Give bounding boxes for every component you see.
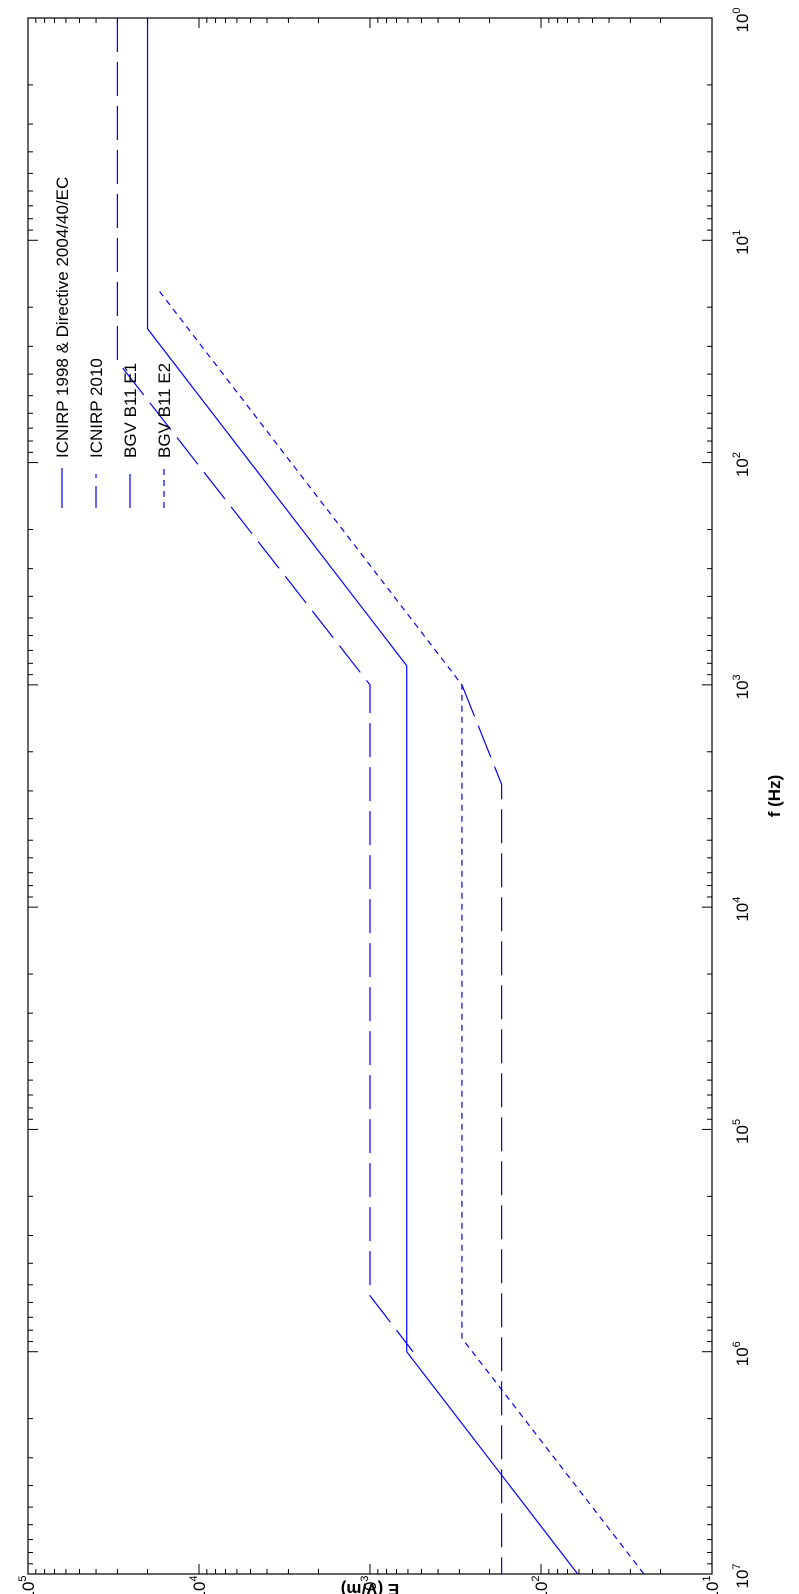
y-tick-label: 102: [530, 1575, 551, 1594]
x-tick-label: 107: [731, 1563, 752, 1588]
x-tick-label: 101: [731, 230, 752, 255]
series-line-1: [146, 18, 579, 1575]
legend-label-icnirp-1998: ICNIRP 1998 & Directive 2004/40/EC: [53, 177, 72, 458]
y-tick-label: 103: [359, 1575, 380, 1594]
legend-item-bgv-b11-e2: BGV B11 E2: [155, 363, 174, 508]
legend-label-bgv-b11-e2: BGV B11 E2: [155, 363, 174, 458]
y-tick-label: 101: [701, 1575, 722, 1594]
x-tick-label: 105: [731, 1119, 752, 1144]
x-tick-label: 104: [731, 897, 752, 922]
series-line-3: [116, 18, 414, 1353]
legend-item-icnirp-1998: ICNIRP 1998 & Directive 2004/40/EC: [53, 177, 72, 508]
legend-item-icnirp-2010: ICNIRP 2010: [87, 358, 106, 508]
x-axis-label: f (Hz): [765, 775, 784, 817]
x-tick-label: 106: [731, 1341, 752, 1366]
y-tick-label: 104: [188, 1575, 209, 1594]
legend-label-bgv-b11-e1: BGV B11 E1: [121, 363, 140, 458]
legend-label-icnirp-2010: ICNIRP 2010: [87, 358, 106, 458]
x-tick-label: 102: [731, 452, 752, 477]
series-line-4: [159, 291, 645, 1575]
tick-labels-layer: 100 101 102 103 104 105 106 107 101 102 103 104 105: [17, 7, 752, 1594]
legend-item-bgv-b11-e1: BGV B11 E1: [121, 363, 140, 508]
x-tick-label: 103: [731, 674, 752, 699]
legend: ICNIRP 1998 & Directive 2004/40/EC ICNIR…: [53, 177, 174, 508]
y-tick-label: 105: [17, 1575, 38, 1594]
ticks-layer: [28, 17, 713, 1574]
series-extra-segment-1: [461, 684, 503, 1574]
x-tick-label: 100: [731, 7, 752, 32]
y-axis-label: E (V/m): [341, 1580, 400, 1594]
series-layer: [116, 18, 645, 1575]
